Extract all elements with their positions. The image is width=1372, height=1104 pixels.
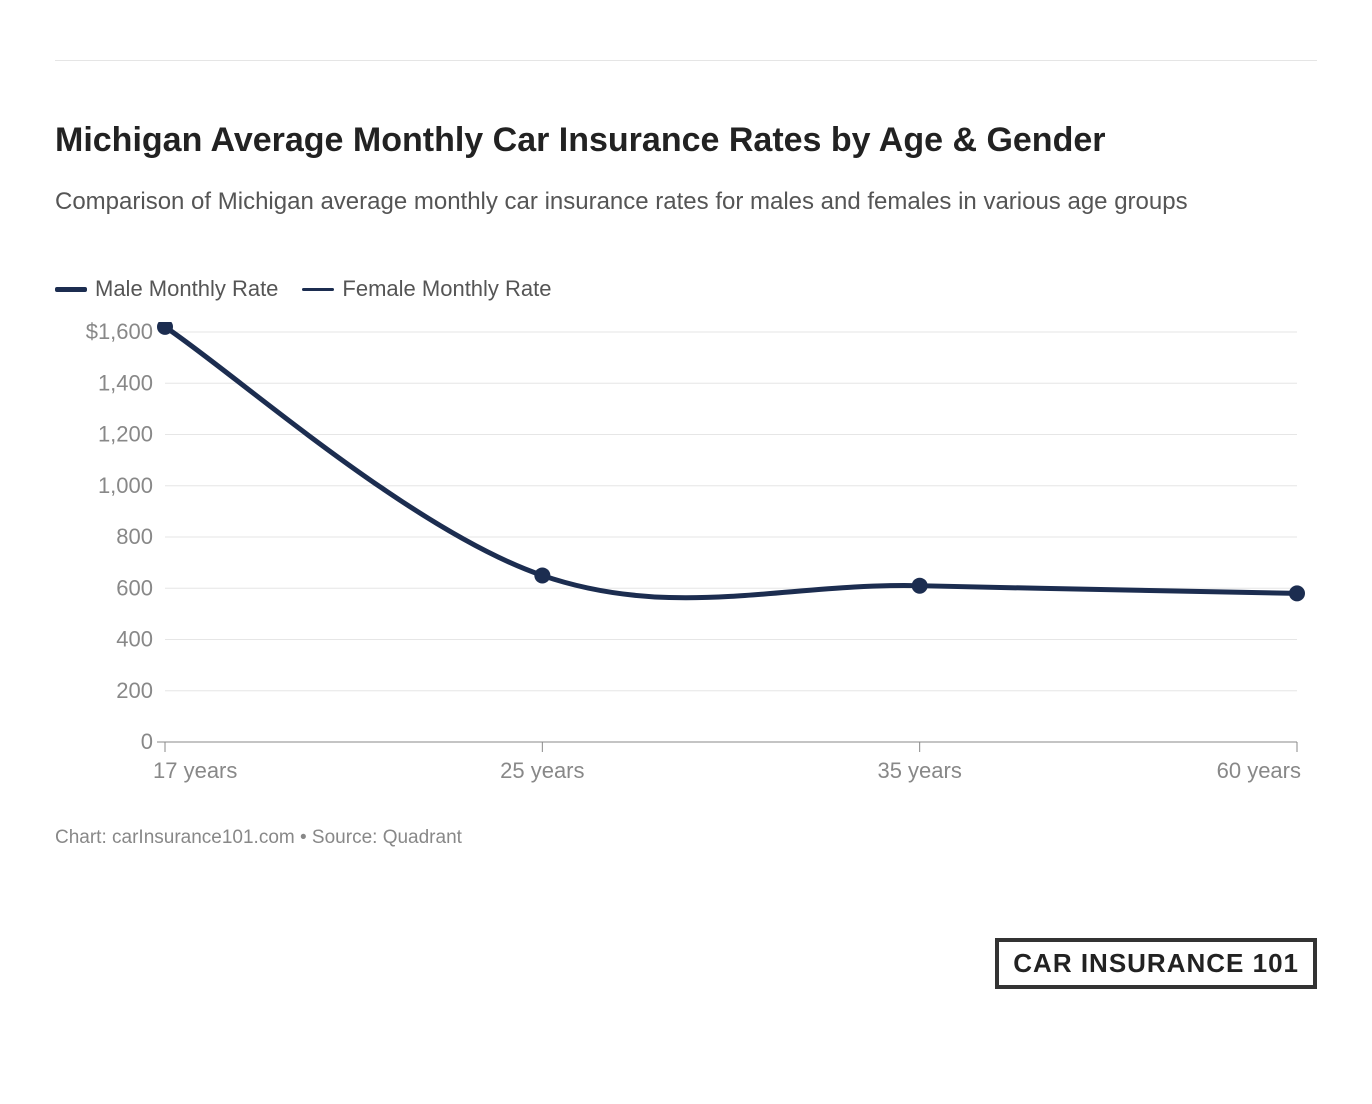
svg-text:60 years: 60 years	[1217, 758, 1301, 783]
header-divider	[55, 60, 1317, 61]
svg-text:25 years: 25 years	[500, 758, 584, 783]
chart-area: 0 200 400 600 800 1,000 1,200 1,400 $1,600 17 yea…	[55, 322, 1317, 792]
legend-item-female: Female Monthly Rate	[302, 276, 551, 302]
legend-swatch-female	[302, 288, 334, 291]
legend-item-male: Male Monthly Rate	[55, 276, 278, 302]
brand-badge: CAR INSURANCE 101	[995, 938, 1317, 989]
legend: Male Monthly Rate Female Monthly Rate	[55, 276, 1317, 302]
svg-text:200: 200	[116, 678, 153, 703]
legend-label-female: Female Monthly Rate	[342, 276, 551, 302]
chart-subtitle: Comparison of Michigan average monthly c…	[55, 188, 1317, 216]
svg-text:400: 400	[116, 627, 153, 652]
chart-title: Michigan Average Monthly Car Insurance R…	[55, 121, 1317, 160]
svg-text:1,000: 1,000	[98, 473, 153, 498]
svg-text:1,400: 1,400	[98, 370, 153, 395]
svg-text:17 years: 17 years	[153, 758, 237, 783]
line-chart: 0 200 400 600 800 1,000 1,200 1,400 $1,600 17 yea…	[55, 322, 1317, 792]
svg-text:800: 800	[116, 524, 153, 549]
svg-text:$1,600: $1,600	[86, 322, 153, 344]
svg-text:1,200: 1,200	[98, 422, 153, 447]
chart-credit: Chart: carInsurance101.com • Source: Qua…	[55, 827, 1317, 849]
svg-text:600: 600	[116, 575, 153, 600]
legend-swatch-male	[55, 287, 87, 292]
legend-label-male: Male Monthly Rate	[95, 276, 278, 302]
svg-text:0: 0	[141, 729, 153, 754]
svg-text:35 years: 35 years	[877, 758, 961, 783]
